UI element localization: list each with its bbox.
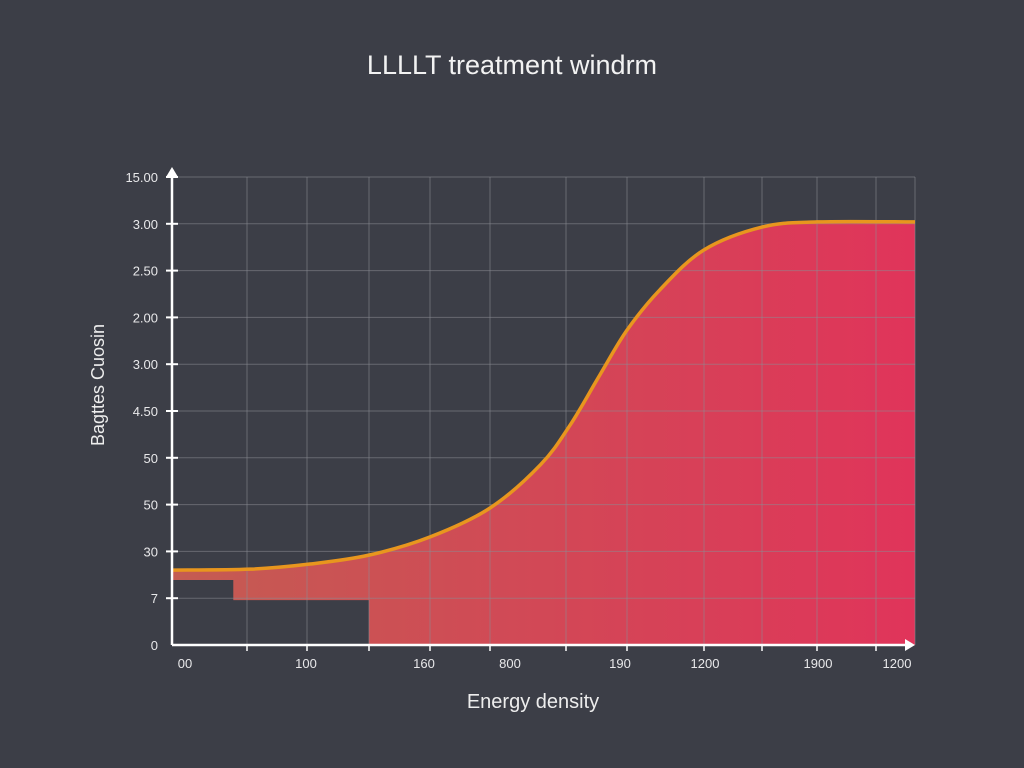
x-tick-label: 160: [413, 656, 435, 671]
y-tick-label: 2.00: [133, 310, 158, 325]
x-tick-label: 190: [609, 656, 631, 671]
x-tick-label: 800: [499, 656, 521, 671]
y-axis-arrow-icon: [166, 167, 178, 177]
y-tick-label: 0: [151, 638, 158, 653]
y-tick-label: 3.00: [133, 217, 158, 232]
chart-title: LLLLT treatment windrm: [366, 50, 658, 80]
area-fill: [172, 221, 915, 645]
y-tick-label: 4.50: [133, 404, 158, 419]
x-tick-label: 1200: [691, 656, 720, 671]
y-tick-label: 50: [144, 451, 158, 466]
x-axis-arrow-icon: [905, 639, 915, 651]
x-axis-label: Energy density: [467, 691, 599, 713]
x-tick-label: 1900: [804, 656, 833, 671]
x-tick-label: 1200: [883, 656, 912, 671]
series-line: [171, 219, 916, 572]
y-tick-label: 15.00: [125, 170, 158, 185]
x-tick-label: 00: [178, 656, 192, 671]
y-tick-label: 50: [144, 498, 158, 513]
y-tick-label: 3.00: [133, 357, 158, 372]
y-tick-label: 7: [151, 591, 158, 606]
x-tick-label: 100: [295, 656, 317, 671]
y-tick-label: 30: [144, 544, 158, 559]
y-tick-label: 2.50: [133, 264, 158, 279]
y-axis-label: Bagttes Cuosin: [88, 324, 108, 446]
